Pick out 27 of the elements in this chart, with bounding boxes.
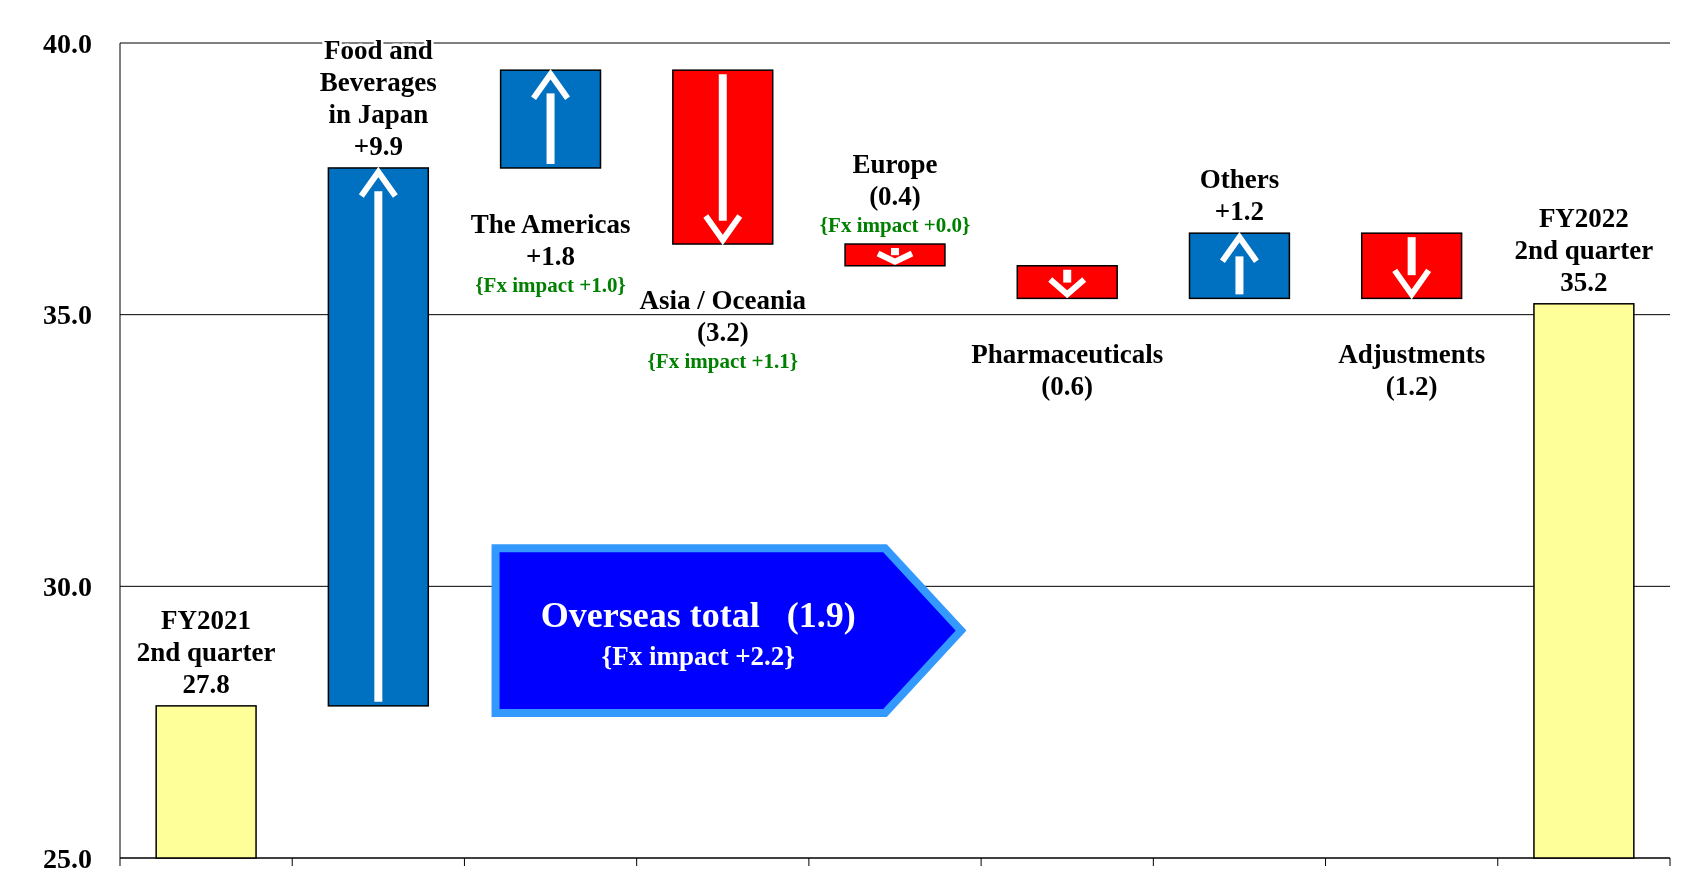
- data-label: +1.2: [1214, 196, 1265, 227]
- data-label: (3.2): [696, 317, 749, 348]
- data-label: 27.8: [182, 668, 230, 699]
- x-tick-label: Asia / Oceania: [639, 285, 807, 316]
- data-label: +1.8: [525, 240, 576, 271]
- x-tick-label: Others: [1199, 164, 1280, 195]
- y-tick-label: 25.0: [43, 842, 92, 872]
- y-tick-label: 35.0: [43, 299, 92, 331]
- data-label: +9.9: [353, 130, 403, 161]
- x-tick-label: FY2021 2nd quarter: [136, 604, 276, 667]
- x-tick-label: Adjustments: [1338, 339, 1486, 370]
- annotation: {Fx impact +2.2}: [601, 640, 795, 671]
- x-tick-label: The Americas: [470, 208, 631, 239]
- annotation: Overseas total (1.9): [540, 594, 856, 635]
- x-tick-label: Europe: [852, 149, 938, 180]
- x-tick-label: Food and Beverages in Japan: [319, 34, 437, 129]
- annotation: {Fx impact +1.0}: [475, 272, 626, 297]
- x-tick-label: FY2022 2nd quarter: [1514, 202, 1654, 265]
- annotation: {Fx impact +0.0}: [819, 213, 971, 238]
- data-label: (0.6): [1041, 371, 1094, 402]
- data-label: (0.4): [869, 181, 921, 212]
- x-tick-label: Pharmaceuticals: [971, 339, 1164, 370]
- data-label: (1.2): [1385, 371, 1438, 402]
- y-tick-label: 40.0: [43, 27, 92, 59]
- data-label: 35.2: [1560, 266, 1608, 297]
- annotation: {Fx impact +1.1}: [647, 349, 798, 374]
- y-tick-label: 30.0: [43, 571, 92, 603]
